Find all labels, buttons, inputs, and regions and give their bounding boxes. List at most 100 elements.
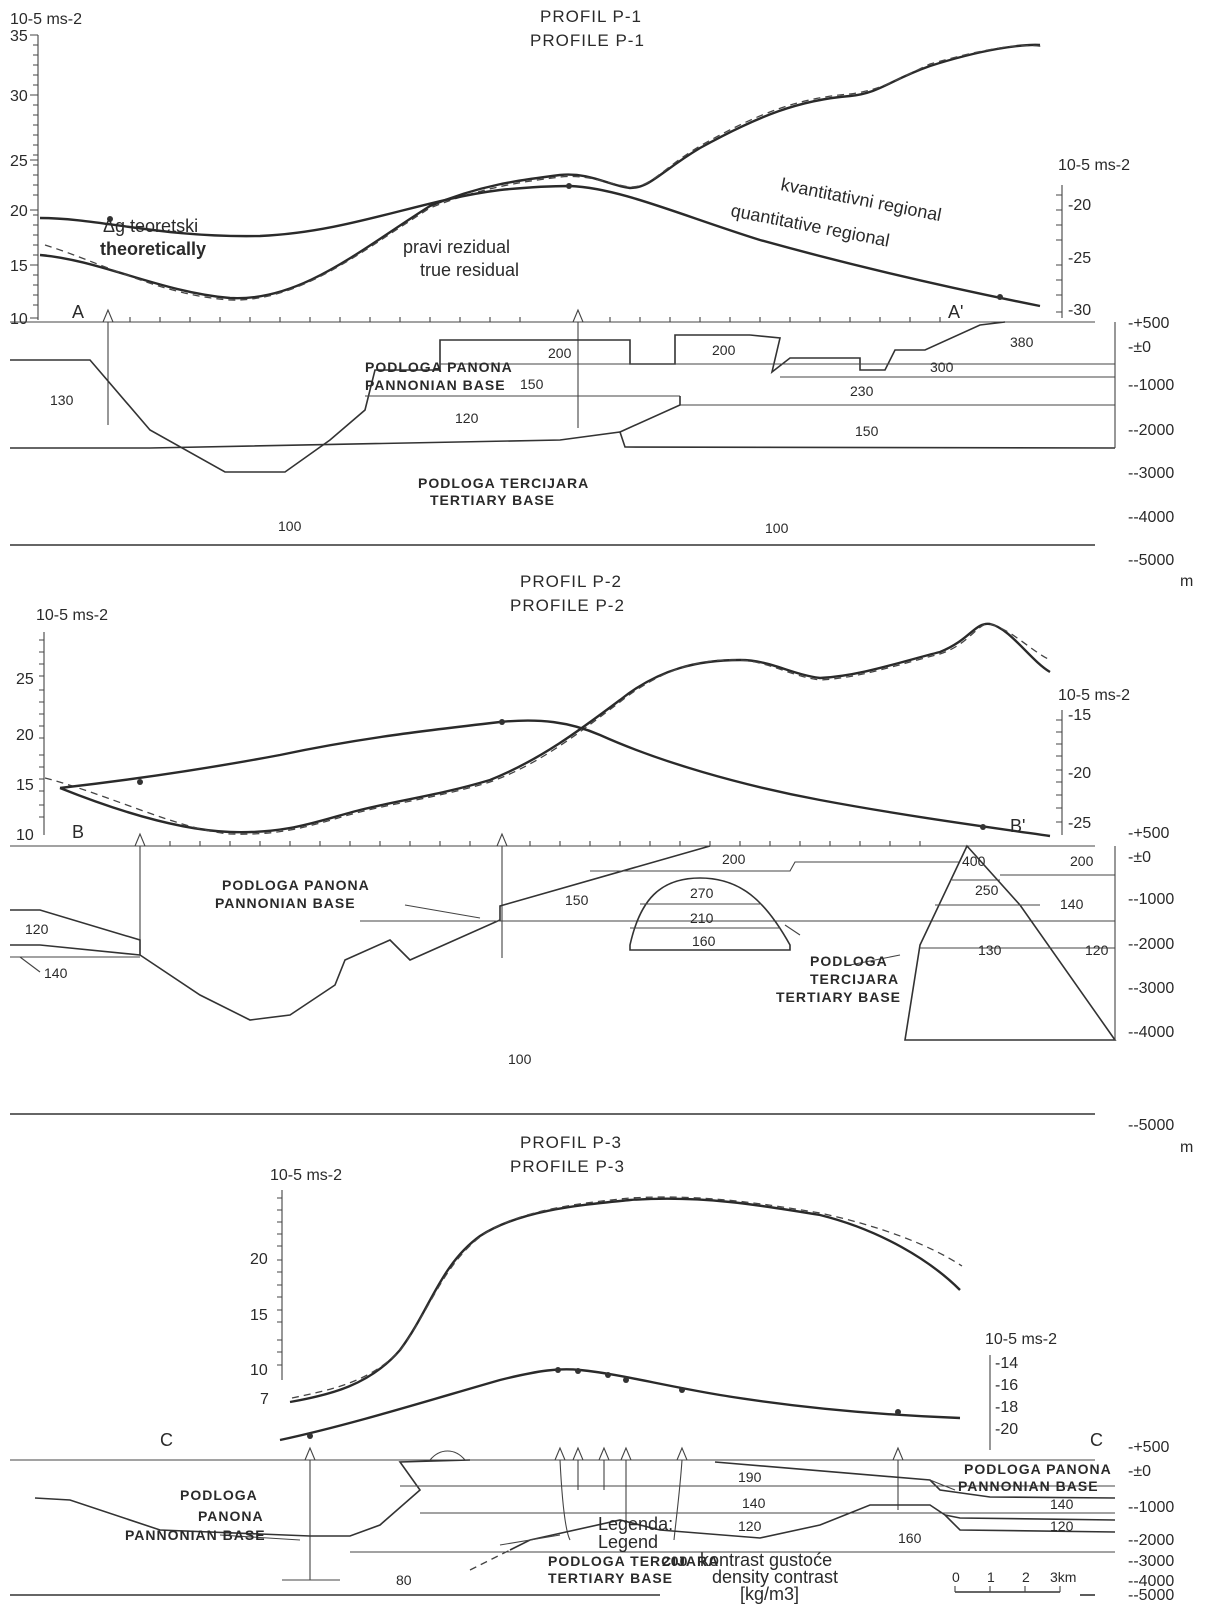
profile-p3-regional-point: [623, 1377, 629, 1383]
profile-p2: PROFIL P-2 PROFILE P-2 10-5 ms-2 25 20 1…: [10, 572, 1193, 1156]
profile-p3-borehole: [892, 1446, 904, 1510]
profile-p3-density: 140: [1050, 1496, 1074, 1512]
profile-p2-pannonian-en: PANNONIAN BASE: [215, 895, 356, 911]
profile-p3-tick-10: 10: [250, 1362, 268, 1379]
profile-p1-density: 130: [50, 392, 74, 408]
profile-p2-density: 250: [975, 882, 999, 898]
profile-p3-pannonian-base: [34, 1459, 471, 1537]
profile-p3-rtick-20: -20: [995, 1421, 1018, 1438]
profile-p3-regional-point: [307, 1433, 313, 1439]
profile-p1-tick-35: 35: [10, 28, 28, 45]
legend-sample-value: 200: [662, 1553, 688, 1569]
profile-p3-density: 120: [1050, 1518, 1074, 1534]
profile-p2-tertiary-hr: PODLOGA: [810, 953, 888, 969]
legend-title-hr: Legenda:: [598, 1514, 673, 1534]
profile-p2-left-unit: 10-5 ms-2: [36, 607, 108, 624]
profile-p1-borehole: [102, 308, 114, 425]
profile-p2-density: 120: [1085, 942, 1109, 958]
profile-p1-density: 120: [455, 410, 479, 426]
profile-p3-pannonian-base-right: [714, 1461, 1116, 1499]
profile-p3-regional-point: [555, 1367, 561, 1373]
depth-label: --4000: [1128, 1024, 1174, 1041]
legend-text-en: density contrast: [712, 1567, 838, 1587]
profile-p1-left-unit: 10-5 ms-2: [10, 11, 82, 28]
profile-p3-pannonian-en: PANNONIAN BASE: [958, 1478, 1099, 1494]
profile-p2-start-label: B: [72, 822, 84, 842]
profile-p2-tertiary-hr2: TERCIJARA: [810, 971, 899, 987]
profile-p2-observed-curve: [59, 622, 1051, 834]
profile-p2-regional-point: [137, 779, 143, 785]
profile-p2-density: 140: [44, 965, 68, 981]
profile-p1-regional-point: [566, 183, 572, 189]
profile-p2-regional-point: [499, 719, 505, 725]
profile-p1-tick-20: 20: [10, 203, 28, 220]
profile-p2-right-minor-ticks: [1056, 719, 1062, 823]
profile-p3-leader: [219, 1534, 301, 1541]
depth-label: --5000: [1128, 552, 1174, 569]
profile-p3-pannonian-left-2: PANONA: [198, 1508, 264, 1524]
profile-p3-tertiary-hr: PODLOGA TERCIJARA: [548, 1553, 719, 1569]
profile-p1-density: 200: [548, 345, 572, 361]
profile-p3-borehole: [598, 1446, 610, 1490]
profile-p2-right-unit: 10-5 ms-2: [1058, 687, 1130, 704]
depth-label: --2000: [1128, 936, 1174, 953]
profile-p1-title-hr: PROFIL P-1: [540, 7, 642, 26]
profile-p2-regional-point: [980, 824, 986, 830]
profile-p3-pannonian-left-1: PODLOGA: [180, 1487, 258, 1503]
profile-p3-pannonian-left-3: PANNONIAN BASE: [125, 1527, 266, 1543]
profile-p3-regional-point: [605, 1372, 611, 1378]
profile-p1-regional-curve: [39, 184, 1041, 308]
profile-p1-tick-15: 15: [10, 258, 28, 275]
profile-p1-tertiary-hr: PODLOGA TERCIJARA: [418, 475, 589, 491]
profile-p2-leader: [784, 924, 901, 966]
scale-bar-tick: 2: [1022, 1569, 1030, 1585]
profile-p3-tertiary-en: TERTIARY BASE: [548, 1570, 673, 1586]
profile-p1-density: 200: [712, 342, 736, 358]
profile-p1-tertiary-base: [10, 431, 1116, 449]
profile-p2-tick-10: 10: [16, 827, 34, 844]
depth-label: --4000: [1128, 1573, 1174, 1590]
profile-p3: PROFIL P-3 PROFILE P-3 10-5 ms-2 20 15 1…: [10, 1133, 1174, 1604]
profile-p1-rtick-30: -30: [1068, 302, 1091, 319]
profile-p2-layer-boundary: [590, 861, 960, 872]
profile-p2-borehole: [134, 832, 146, 955]
profile-p3-title-hr: PROFIL P-3: [520, 1133, 622, 1152]
profile-p1-surface-ticks: [129, 317, 941, 322]
profile-p1-label-residual-hr: pravi rezidual: [403, 237, 510, 257]
profile-p1-left-minor-ticks: [30, 34, 38, 319]
profile-p3-regional-curve: [279, 1368, 961, 1442]
profile-p1-fault: [619, 396, 681, 433]
profile-p3-borehole: [554, 1446, 571, 1541]
profile-p3-regional-point: [575, 1368, 581, 1374]
profile-p2-pannonian-hr: PODLOGA PANONA: [222, 877, 370, 893]
profile-p1-density: 380: [1010, 334, 1034, 350]
profile-p3-theoretical-curve: [291, 1196, 963, 1399]
profile-p2-density: 130: [978, 942, 1002, 958]
depth-label: -+500: [1128, 315, 1169, 332]
scale-bar-tick: 3km: [1050, 1569, 1076, 1585]
profile-p3-borehole: [673, 1446, 688, 1541]
depth-label: --5000: [1128, 1117, 1174, 1134]
legend-unit: [kg/m3]: [740, 1584, 799, 1604]
profile-p2-left-minor-ticks: [39, 639, 44, 818]
profile-p3-borehole: [304, 1446, 316, 1580]
profile-p2-title-en: PROFILE P-2: [510, 596, 625, 615]
profile-p3-density: 80: [396, 1572, 412, 1588]
depth-unit: m: [1180, 1139, 1193, 1156]
profile-p1-density: 100: [278, 518, 302, 534]
profile-p2-borehole: [496, 832, 508, 958]
profile-p3-depth-scale: -+500 -±0 --1000 --2000 --3000 --4000 --…: [1128, 1439, 1174, 1604]
profile-p1-density: 100: [765, 520, 789, 536]
profile-p1-pannonian-hr: PODLOGA PANONA: [365, 359, 513, 375]
profile-p3-density: 140: [742, 1495, 766, 1511]
depth-label: --2000: [1128, 1532, 1174, 1549]
depth-label: --3000: [1128, 1553, 1174, 1570]
profile-p3-layer-step: [944, 1514, 1116, 1521]
profile-p1-depth-scale: -+500 -±0 --1000 --2000 --3000 --4000 --…: [1128, 315, 1193, 590]
profile-p3-end-label: C: [1090, 1430, 1103, 1450]
profile-p1-rtick-25: -25: [1068, 250, 1091, 267]
scale-bar-tick: 1: [987, 1569, 995, 1585]
legend-text-hr: kontrast gustoće: [700, 1550, 832, 1570]
profile-p1-pannonian-base: [10, 334, 750, 473]
